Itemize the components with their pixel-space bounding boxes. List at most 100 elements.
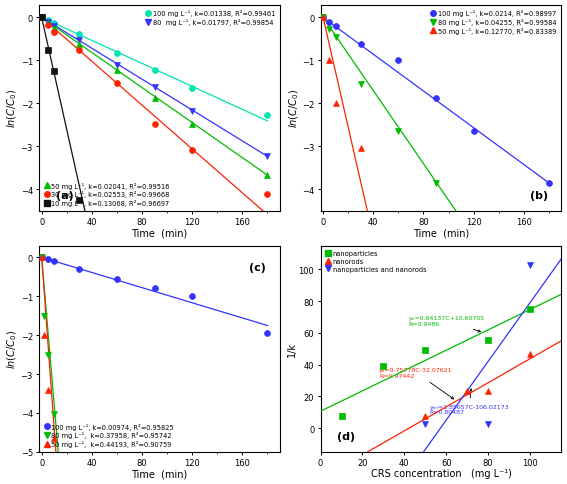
- Legend: nanoparticles, nanorods, nanoparticles and nanorods: nanoparticles, nanorods, nanoparticles a…: [324, 249, 428, 273]
- Text: yₙₙ=1.85057C-106.02173
R=0.80487: yₙₙ=1.85057C-106.02173 R=0.80487: [429, 389, 509, 414]
- Point: [431, 180, 441, 187]
- Point: [484, 336, 493, 344]
- Point: [112, 61, 121, 69]
- Point: [431, 95, 441, 103]
- Point: [50, 68, 59, 76]
- Point: [337, 412, 346, 420]
- Point: [44, 19, 53, 27]
- Point: [44, 16, 53, 24]
- Point: [188, 108, 197, 116]
- Point: [50, 258, 59, 266]
- Point: [319, 15, 328, 22]
- Point: [150, 67, 159, 75]
- Point: [40, 312, 49, 320]
- Point: [421, 412, 430, 420]
- Point: [50, 25, 59, 32]
- Point: [263, 330, 272, 337]
- Point: [44, 256, 53, 264]
- Point: [325, 58, 334, 65]
- X-axis label: Time  (min): Time (min): [132, 469, 188, 479]
- Text: (a): (a): [56, 191, 74, 201]
- Point: [112, 50, 121, 58]
- Y-axis label: 1/k: 1/k: [287, 342, 297, 357]
- Point: [544, 180, 553, 187]
- Y-axis label: $ln(C/C_0)$: $ln(C/C_0)$: [6, 89, 19, 128]
- Point: [356, 145, 365, 153]
- Point: [37, 15, 46, 22]
- Point: [37, 15, 46, 22]
- Point: [188, 121, 197, 128]
- Point: [75, 37, 84, 45]
- Point: [150, 95, 159, 103]
- Point: [75, 197, 84, 204]
- Point: [526, 306, 535, 314]
- Point: [37, 254, 46, 262]
- Point: [319, 15, 328, 22]
- Point: [263, 152, 272, 160]
- Legend: 100 mg L⁻¹, k=0.0214, R²=0.98997, 80 mg L⁻¹, k=0.04255, R²=0.99584, 50 mg L⁻¹, k: 100 mg L⁻¹, k=0.0214, R²=0.98997, 80 mg …: [429, 9, 558, 36]
- Point: [44, 22, 53, 30]
- Text: (b): (b): [530, 191, 548, 201]
- Point: [44, 46, 53, 54]
- Point: [112, 275, 121, 283]
- Point: [421, 421, 430, 428]
- Point: [463, 387, 472, 395]
- Point: [50, 20, 59, 28]
- Text: yₙ=0.64137C+10.60705
R=0.9486: yₙ=0.64137C+10.60705 R=0.9486: [409, 315, 485, 333]
- Point: [44, 352, 53, 360]
- Y-axis label: $ln(C/C_0)$: $ln(C/C_0)$: [287, 89, 301, 128]
- Point: [50, 23, 59, 31]
- Point: [331, 100, 340, 108]
- Point: [44, 20, 53, 28]
- Point: [325, 19, 334, 27]
- Point: [37, 15, 46, 22]
- Point: [188, 293, 197, 301]
- Text: yₙ=0.75778C-32.07621
R=0.97442: yₙ=0.75778C-32.07621 R=0.97442: [379, 367, 454, 399]
- Point: [484, 420, 493, 428]
- X-axis label: CRS concentration   (mg L⁻¹): CRS concentration (mg L⁻¹): [371, 469, 511, 479]
- Point: [356, 81, 365, 89]
- X-axis label: Time  (min): Time (min): [413, 228, 469, 238]
- Point: [188, 85, 197, 93]
- Point: [263, 190, 272, 198]
- Point: [188, 147, 197, 154]
- Point: [394, 128, 403, 136]
- Point: [37, 254, 46, 262]
- Point: [50, 410, 59, 418]
- Point: [484, 387, 493, 395]
- Point: [40, 332, 49, 339]
- Point: [263, 172, 272, 180]
- Text: (d): (d): [337, 432, 356, 441]
- Point: [394, 58, 403, 65]
- Point: [50, 30, 59, 37]
- Point: [331, 34, 340, 42]
- Point: [112, 67, 121, 75]
- Point: [526, 262, 535, 270]
- Point: [75, 31, 84, 39]
- Point: [37, 15, 46, 22]
- Point: [37, 15, 46, 22]
- Point: [331, 23, 340, 31]
- Point: [37, 254, 46, 262]
- Point: [356, 41, 365, 49]
- Legend: 50 mg L⁻¹, k=0.02041, R²=0.99516, 30 mg L⁻¹, k=0.02553, R²=0.99668, 10 mg L⁻¹, k: 50 mg L⁻¹, k=0.02041, R²=0.99516, 30 mg …: [43, 181, 171, 208]
- Point: [325, 27, 334, 34]
- Point: [150, 284, 159, 292]
- Point: [150, 84, 159, 91]
- Point: [263, 112, 272, 120]
- Point: [112, 80, 121, 88]
- X-axis label: Time  (min): Time (min): [132, 228, 188, 238]
- Point: [379, 363, 388, 370]
- Point: [44, 387, 53, 394]
- Point: [50, 435, 59, 442]
- Point: [469, 128, 478, 136]
- Point: [75, 42, 84, 49]
- Point: [75, 46, 84, 54]
- Y-axis label: $ln(C/C_0)$: $ln(C/C_0)$: [6, 330, 19, 368]
- Text: (c): (c): [249, 263, 265, 272]
- Point: [75, 266, 84, 273]
- Point: [319, 15, 328, 22]
- Point: [150, 121, 159, 129]
- Legend: 100 mg L⁻¹, k=0.00974, R²=0.95825, 80 mg L⁻¹,  k=0.37958, R²=0.95742, 50 mg L⁻¹,: 100 mg L⁻¹, k=0.00974, R²=0.95825, 80 mg…: [43, 422, 175, 449]
- Point: [421, 347, 430, 354]
